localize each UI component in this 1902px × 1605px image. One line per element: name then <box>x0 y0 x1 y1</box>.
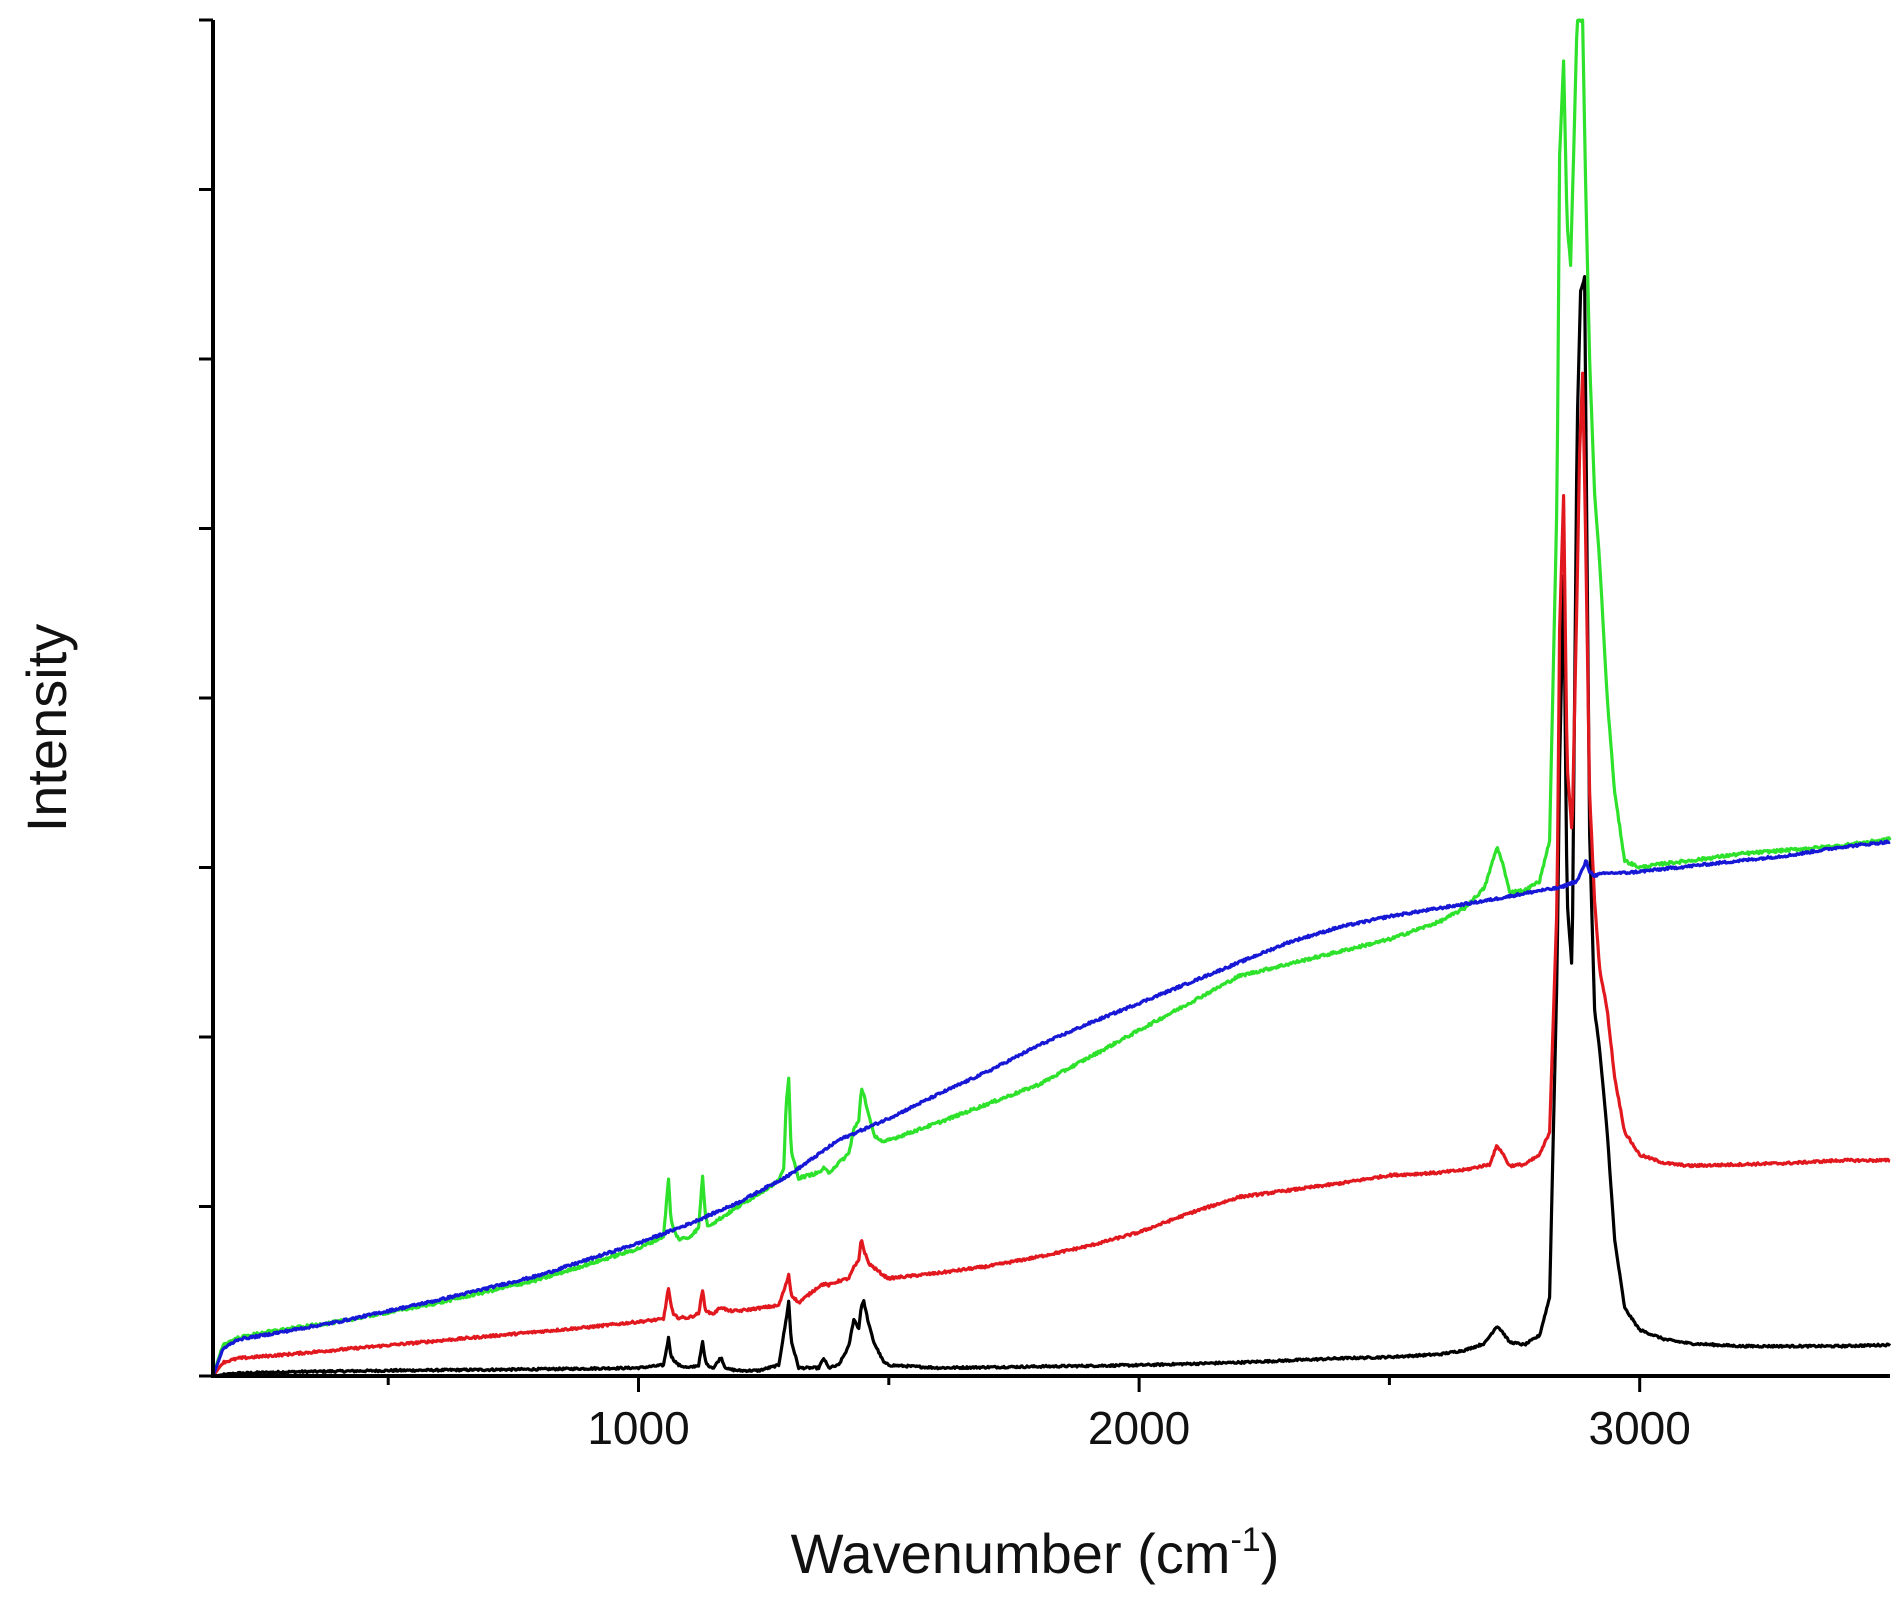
x-tick-label: 2000 <box>1088 1402 1190 1454</box>
x-tick-label: 3000 <box>1589 1402 1691 1454</box>
series-layer <box>211 18 1892 1378</box>
x-axis-label: Wavenumber (cm-1) <box>791 1521 1280 1585</box>
x-axis-label-main: Wavenumber (cm <box>791 1522 1231 1585</box>
x-axis-label-close: ) <box>1261 1522 1280 1585</box>
series-line-red <box>211 371 1891 1377</box>
ticks-layer: 1000 2000 3000 <box>199 18 1691 1454</box>
series-line-green <box>211 18 1892 1377</box>
x-tick-label: 1000 <box>587 1402 689 1454</box>
series-line-black <box>212 275 1892 1378</box>
x-axis-label-superscript: -1 <box>1230 1521 1260 1559</box>
y-axis-label: Intensity <box>15 624 78 833</box>
series-line-blue <box>211 839 1891 1377</box>
